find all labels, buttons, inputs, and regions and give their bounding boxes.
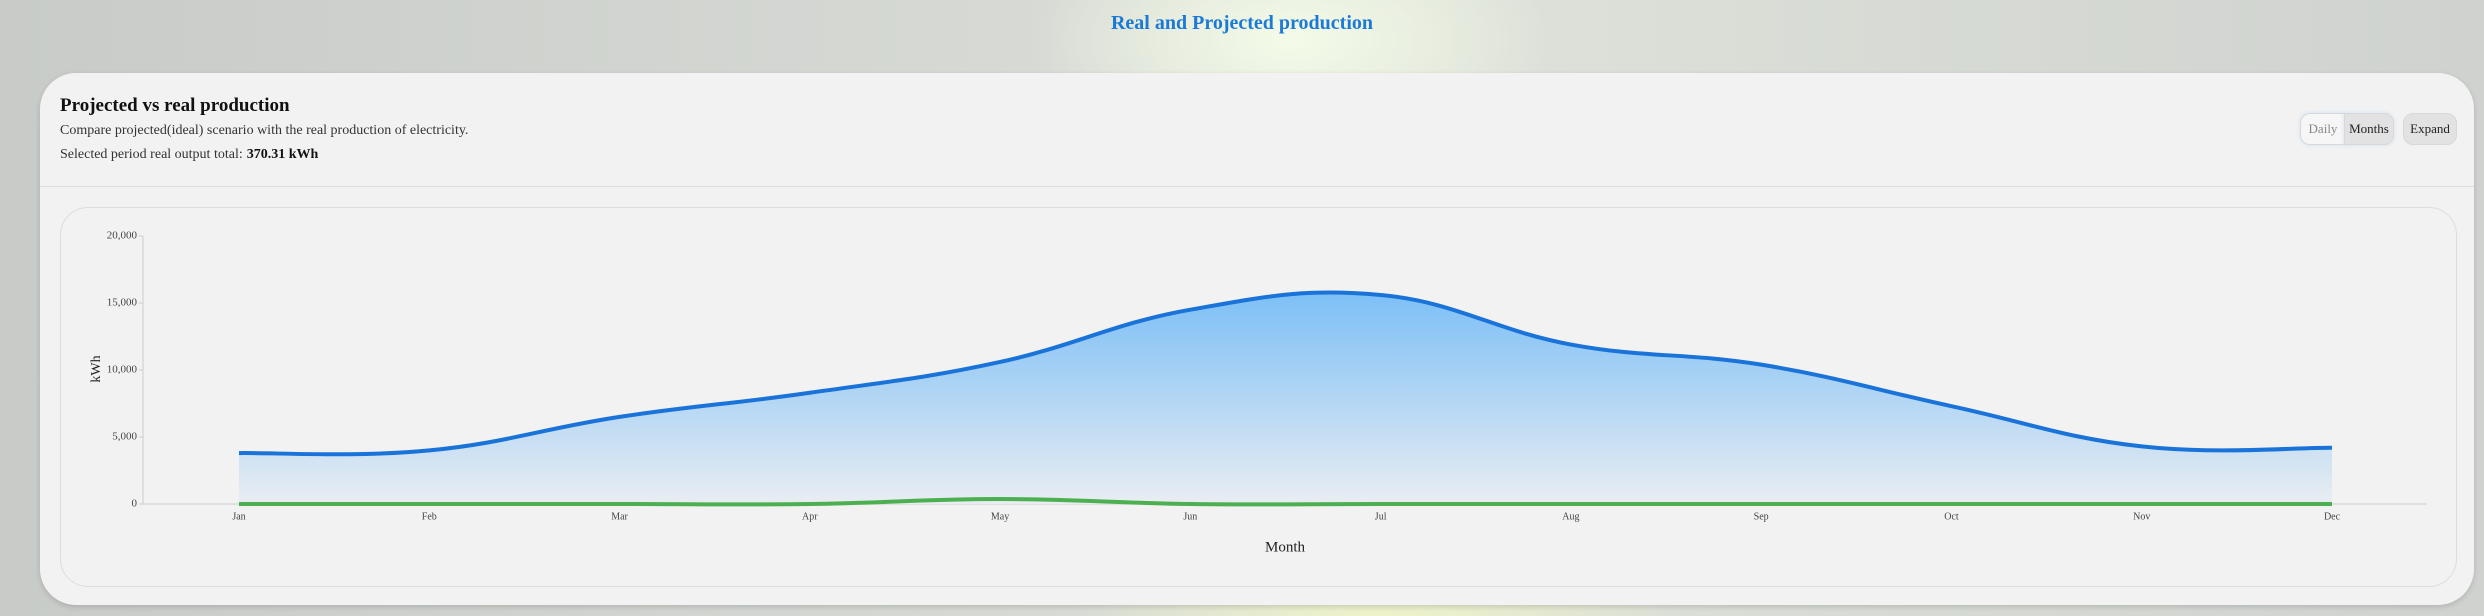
line — [238, 290, 2333, 457]
y-tick-label: 0 — [132, 498, 138, 510]
x-tick-label: Oct — [1944, 511, 1959, 522]
x-tick-label: Mar — [611, 511, 628, 522]
x-tick-label: Jun — [1183, 511, 1197, 522]
daily-button[interactable]: Daily — [2300, 113, 2346, 145]
divider — [40, 186, 2474, 187]
line — [239, 497, 2332, 507]
x-tick-label: Feb — [422, 511, 437, 522]
card-subtitle: Compare projected(ideal) scenario with t… — [60, 123, 469, 138]
y-tick-label: 15,000 — [107, 297, 138, 309]
y-tick-label: 20,000 — [107, 230, 138, 242]
y-axis-label: kWh — [89, 355, 104, 382]
y-tick-label: 10,000 — [107, 364, 138, 376]
total-value: 370.31 kWh — [246, 147, 319, 162]
total: Selected period real output total: 370.31… — [60, 147, 318, 163]
chart-panel — [60, 207, 2457, 587]
months-button[interactable]: Months — [2344, 113, 2394, 145]
x-tick-label: Jul — [1375, 511, 1387, 522]
x-tick-label: Apr — [802, 511, 818, 522]
x-tick-label: Sep — [1754, 511, 1769, 522]
x-axis-label: Month — [1265, 539, 1306, 555]
total-label: Selected period real output total: — [60, 147, 243, 162]
x-tick-label: Jan — [232, 511, 245, 522]
x-tick-label: Dec — [2324, 511, 2341, 522]
expand-button[interactable]: Expand — [2403, 113, 2457, 145]
x-tick-label: May — [991, 511, 1009, 522]
y-tick-label: 5,000 — [112, 431, 137, 443]
x-tick-label: Aug — [1562, 511, 1579, 522]
x-tick-label: Nov — [2133, 511, 2150, 522]
card-title: Projected vs real production — [60, 95, 290, 116]
area — [239, 292, 2332, 504]
page-title: Real and Projected production — [1110, 12, 1374, 34]
